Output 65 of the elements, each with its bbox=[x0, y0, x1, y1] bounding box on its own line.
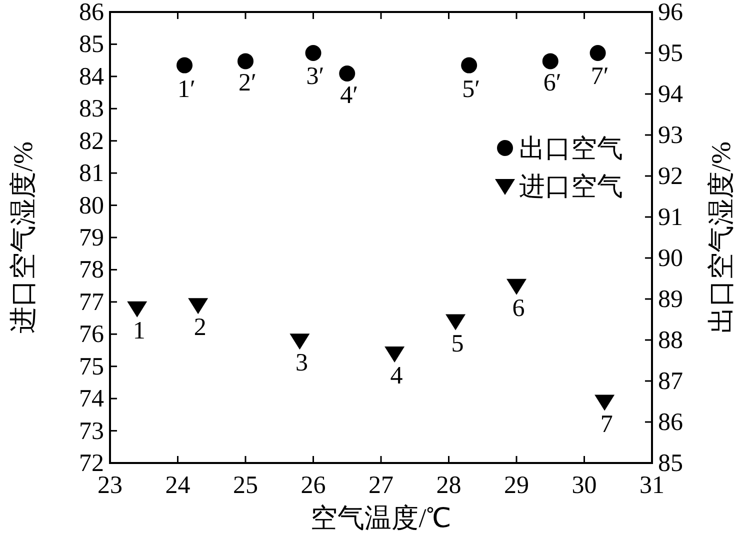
y-tick-label: 82 bbox=[79, 128, 104, 155]
annotation: 1 bbox=[132, 317, 146, 344]
x-tick-label: 28 bbox=[436, 472, 462, 499]
annotation: 2 bbox=[194, 314, 206, 342]
annotation: 6 bbox=[512, 294, 525, 322]
annotation: 5′ bbox=[462, 76, 480, 103]
annotation: 5 bbox=[451, 330, 464, 358]
point bbox=[506, 278, 526, 295]
annotation: 4 bbox=[390, 362, 404, 390]
y2-tick-label: 89 bbox=[658, 286, 683, 313]
point bbox=[446, 314, 466, 330]
annotation: 3 bbox=[295, 350, 308, 377]
point bbox=[384, 346, 405, 362]
legend-label: 出口空气 bbox=[519, 134, 623, 163]
y2-tick-label: 87 bbox=[658, 368, 683, 395]
y-tick-label: 78 bbox=[79, 256, 104, 284]
point bbox=[590, 45, 606, 61]
point bbox=[127, 301, 148, 318]
y-tick-label: 83 bbox=[79, 96, 104, 123]
y-tick-label: 77 bbox=[79, 288, 104, 316]
point bbox=[461, 57, 478, 74]
y2-axis-title: 出口空气湿度/% bbox=[706, 142, 736, 334]
y-tick-label: 86 bbox=[79, 0, 104, 26]
y2-tick-label: 90 bbox=[658, 245, 683, 272]
x-tick-label: 27 bbox=[368, 472, 394, 499]
y2-tick-label: 95 bbox=[658, 40, 683, 67]
y-tick-label: 80 bbox=[79, 192, 104, 220]
point bbox=[290, 334, 310, 350]
y2-tick-label: 94 bbox=[658, 81, 684, 108]
y2-tick-label: 93 bbox=[658, 122, 683, 149]
y2-tick-label: 92 bbox=[658, 163, 683, 190]
x-tick-label: 29 bbox=[504, 472, 529, 499]
y-tick-label: 84 bbox=[79, 63, 104, 90]
y2-tick-label: 91 bbox=[658, 204, 683, 231]
y-tick-label: 74 bbox=[79, 386, 104, 413]
y2-tick-label: 96 bbox=[658, 0, 683, 26]
x-tick-label: 25 bbox=[233, 472, 258, 499]
point bbox=[594, 394, 615, 411]
x-tick-label: 24 bbox=[165, 472, 191, 499]
annotation: 2′ bbox=[238, 69, 256, 96]
y2-tick-label: 88 bbox=[658, 327, 683, 354]
y-tick-label: 85 bbox=[79, 31, 104, 58]
point bbox=[339, 66, 356, 82]
x-tick-label: 26 bbox=[300, 472, 326, 499]
point bbox=[176, 57, 193, 74]
y-tick-label: 73 bbox=[79, 418, 104, 445]
point bbox=[305, 45, 322, 61]
legend-label: 进口空气 bbox=[519, 172, 623, 201]
y2-tick-label: 86 bbox=[658, 409, 683, 436]
annotation: 7 bbox=[600, 410, 613, 438]
annotation: 1′ bbox=[178, 76, 196, 103]
point bbox=[542, 53, 558, 70]
point bbox=[188, 298, 208, 314]
y-axis-title: 进口空气湿度/% bbox=[8, 142, 38, 334]
annotation: 4′ bbox=[340, 82, 358, 110]
y-tick-label: 76 bbox=[79, 321, 104, 348]
y-tick-label: 75 bbox=[79, 353, 104, 380]
annotation: 3′ bbox=[306, 62, 324, 90]
x-axis-title: 空气温度/℃ bbox=[310, 503, 452, 533]
point bbox=[238, 53, 254, 70]
x-tick-label: 30 bbox=[572, 472, 597, 499]
annotation: 6′ bbox=[543, 69, 562, 96]
y-tick-label: 81 bbox=[79, 160, 104, 188]
annotation: 7′ bbox=[590, 62, 609, 90]
y-tick-label: 79 bbox=[79, 224, 104, 252]
